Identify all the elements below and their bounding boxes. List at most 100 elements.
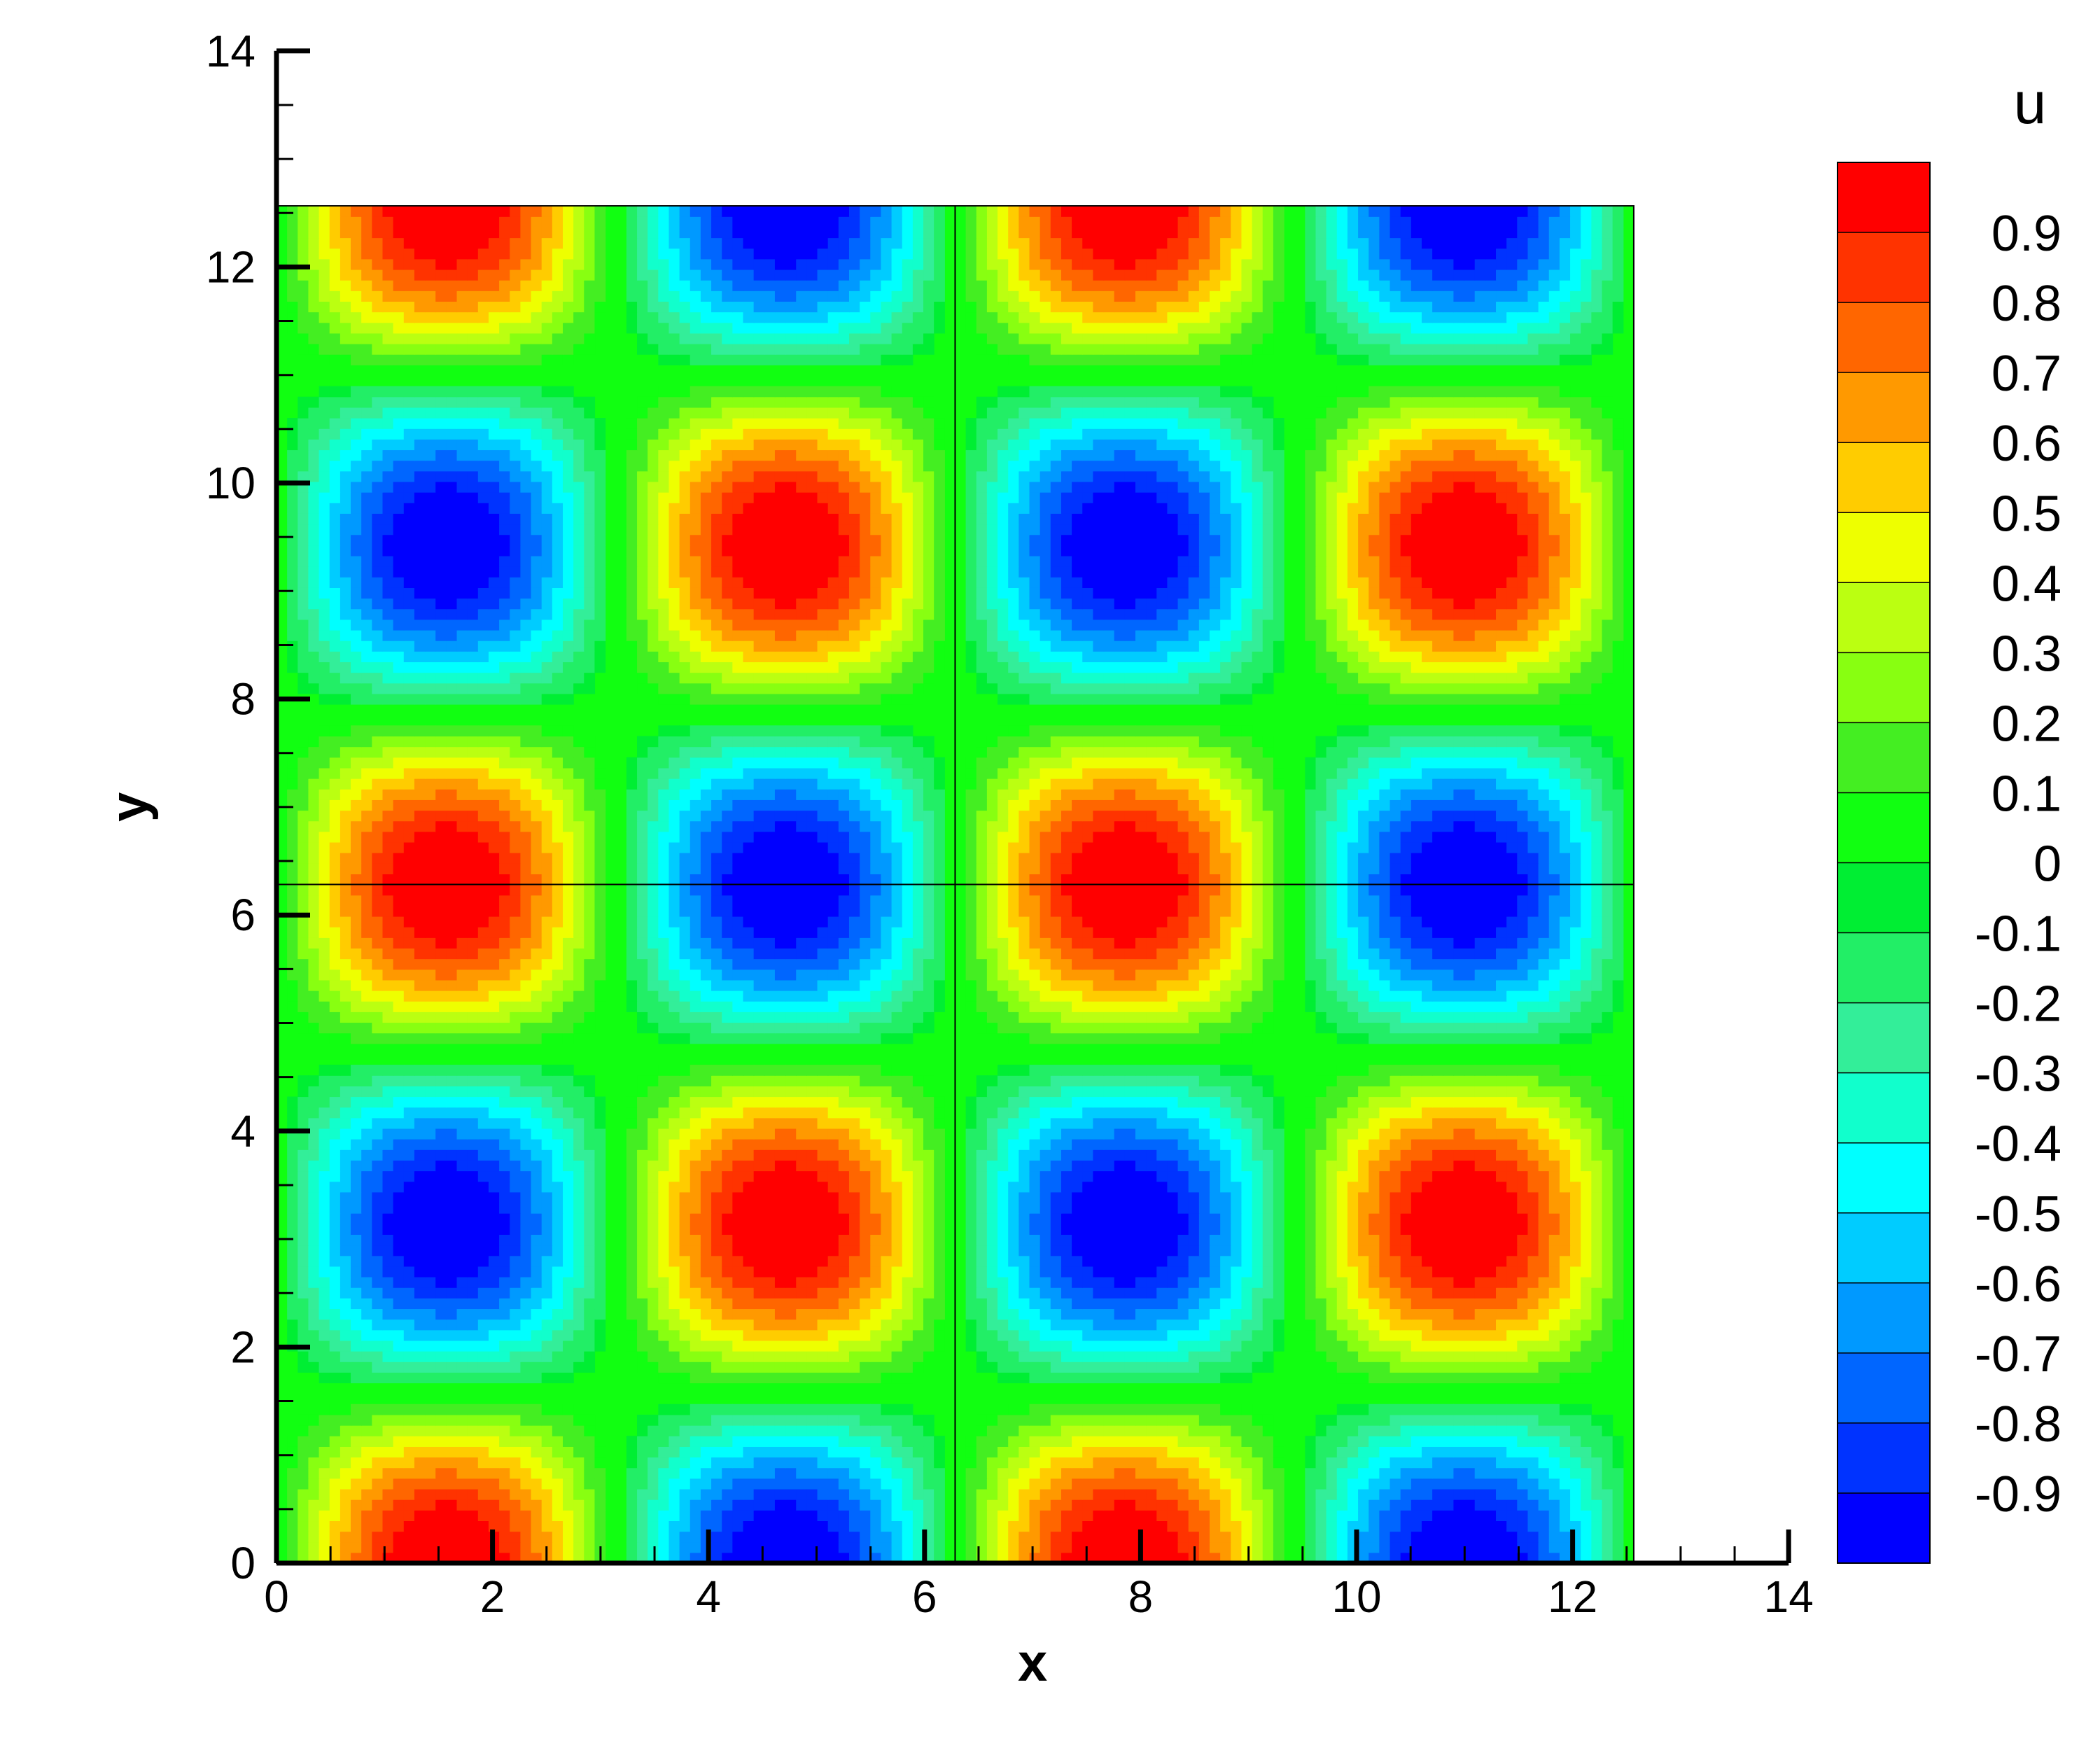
contour-cell (1527, 1298, 1539, 1310)
contour-cell (372, 1319, 384, 1331)
contour-cell (1210, 1520, 1221, 1532)
contour-cell (806, 1149, 818, 1161)
contour-cell (372, 1128, 384, 1140)
contour-cell (912, 1436, 924, 1447)
contour-cell (1146, 1351, 1157, 1362)
contour-cell (1072, 1552, 1083, 1564)
contour-cell (298, 1446, 309, 1458)
contour-cell (1400, 1319, 1412, 1331)
contour-cell (573, 1488, 584, 1500)
contour-cell (1464, 1541, 1476, 1553)
contour-cell (796, 1224, 807, 1236)
contour-cell (1124, 1139, 1136, 1150)
contour-cell (329, 1128, 341, 1140)
contour-cell (488, 1436, 500, 1447)
contour-cell (1464, 1245, 1476, 1256)
contour-cell (827, 1308, 839, 1320)
contour-cell (827, 1255, 839, 1267)
contour-cell (1559, 1234, 1571, 1246)
contour-cell (700, 1436, 712, 1447)
contour-cell (1496, 1319, 1507, 1331)
contour-cell (329, 1170, 341, 1182)
contour-cell (732, 1520, 744, 1532)
contour-cell (1040, 1414, 1051, 1426)
contour-cell (499, 1107, 510, 1119)
contour-cell (520, 1552, 532, 1564)
contour-cell (1400, 1255, 1412, 1267)
contour-cell (1231, 1362, 1242, 1373)
contour-cell (1050, 1287, 1062, 1298)
contour-cell (435, 1117, 447, 1129)
contour-cell (817, 1372, 829, 1384)
contour-cell (1559, 1255, 1571, 1267)
contour-cell (1231, 1245, 1242, 1256)
contour-cell (1252, 1499, 1264, 1511)
contour-cell (552, 1086, 564, 1098)
contour-cell (1167, 1541, 1179, 1553)
contour-cell (626, 1096, 638, 1108)
contour-cell (1114, 1329, 1126, 1341)
contour-cell (1060, 1436, 1072, 1447)
contour-cell (351, 1541, 362, 1553)
contour-cell (923, 1117, 934, 1129)
contour-cell (298, 1414, 309, 1426)
contour-cell (1273, 1266, 1284, 1278)
contour-cell (1390, 1117, 1401, 1129)
contour-cell (1390, 1224, 1401, 1236)
contour-cell (1506, 1499, 1518, 1511)
contour-cell (382, 1488, 394, 1500)
contour-cell (372, 1520, 384, 1532)
contour-cell (1581, 1541, 1592, 1553)
contour-cell (1146, 1298, 1157, 1310)
contour-cell (785, 1552, 797, 1564)
contour-cell (700, 1467, 712, 1479)
contour-cell (446, 1436, 458, 1447)
contour-cell (668, 1096, 680, 1108)
contour-cell (658, 1128, 670, 1140)
contour-cell (531, 1245, 542, 1256)
contour-cell (1241, 1414, 1253, 1426)
contour-cell (1050, 1170, 1062, 1182)
contour-cell (1591, 1149, 1603, 1161)
contour-cell (997, 1446, 1009, 1458)
contour-cell (732, 1277, 744, 1288)
contour-cell (372, 1340, 384, 1352)
contour-cell (923, 1266, 934, 1278)
contour-cell (467, 1319, 479, 1331)
contour-cell (1347, 1245, 1359, 1256)
contour-cell (361, 1139, 372, 1150)
contour-cell (1347, 1351, 1359, 1362)
contour-cell (1347, 1499, 1359, 1511)
contour-cell (541, 1329, 553, 1341)
contour-cell (318, 1340, 330, 1352)
contour-cell (711, 1351, 722, 1362)
contour-cell (435, 1499, 447, 1511)
contour-cell (923, 1170, 934, 1182)
contour-cell (997, 1255, 1009, 1267)
contour-cell (1008, 1488, 1019, 1500)
contour-cell (774, 1139, 786, 1150)
contour-cell (817, 1139, 829, 1150)
contour-cell (997, 1224, 1009, 1236)
contour-cell (690, 1107, 701, 1119)
contour-cell (1602, 1457, 1614, 1469)
contour-cell (1029, 1255, 1041, 1267)
contour-cell (1103, 1224, 1115, 1236)
contour-cell (1570, 1467, 1581, 1479)
contour-cell (1347, 1510, 1359, 1522)
contour-cell (1060, 1510, 1072, 1522)
contour-cell (382, 1319, 394, 1331)
contour-cell (870, 1467, 882, 1479)
contour-cell (456, 1202, 468, 1214)
contour-cell (308, 1467, 320, 1479)
contour-cell (1167, 1351, 1179, 1362)
contour-cell (817, 1351, 829, 1362)
contour-cell (1591, 1117, 1603, 1129)
contour-cell (318, 1107, 330, 1119)
contour-cell (997, 1457, 1009, 1469)
contour-cell (774, 1128, 786, 1140)
contour-cell (743, 1255, 755, 1267)
contour-cell (700, 1520, 712, 1532)
contour-cell (403, 1266, 415, 1278)
contour-cell (329, 1340, 341, 1352)
